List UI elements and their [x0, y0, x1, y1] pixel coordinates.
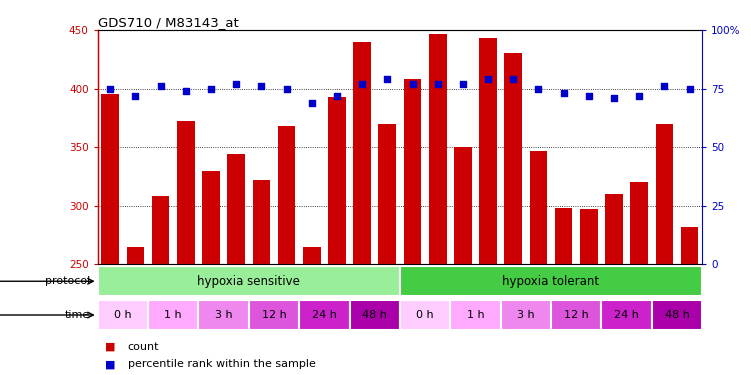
- Bar: [278, 126, 295, 264]
- Point: [281, 86, 293, 92]
- Point: [230, 81, 242, 87]
- Point: [608, 95, 620, 101]
- Point: [558, 90, 570, 96]
- Point: [683, 86, 695, 92]
- Text: percentile rank within the sample: percentile rank within the sample: [128, 359, 315, 369]
- Point: [532, 86, 544, 92]
- Bar: [429, 33, 447, 264]
- Text: count: count: [128, 342, 159, 352]
- Bar: [404, 79, 421, 264]
- Bar: [249, 300, 299, 330]
- Bar: [299, 300, 349, 330]
- Bar: [555, 208, 572, 264]
- Bar: [353, 42, 371, 264]
- Bar: [400, 300, 451, 330]
- Bar: [202, 171, 220, 264]
- Point: [583, 93, 595, 99]
- Bar: [656, 124, 673, 264]
- Bar: [605, 194, 623, 264]
- Bar: [98, 266, 400, 296]
- Point: [155, 83, 167, 89]
- Bar: [198, 300, 249, 330]
- Bar: [127, 247, 144, 264]
- Text: 48 h: 48 h: [362, 310, 388, 320]
- Point: [382, 76, 394, 82]
- Bar: [680, 227, 698, 264]
- Text: 3 h: 3 h: [215, 310, 232, 320]
- Bar: [400, 266, 702, 296]
- Bar: [303, 247, 321, 264]
- Text: ■: ■: [105, 342, 116, 352]
- Text: 3 h: 3 h: [517, 310, 535, 320]
- Bar: [379, 124, 396, 264]
- Text: 0 h: 0 h: [416, 310, 434, 320]
- Point: [659, 83, 671, 89]
- Bar: [551, 300, 602, 330]
- Bar: [529, 151, 547, 264]
- Text: 12 h: 12 h: [564, 310, 589, 320]
- Bar: [580, 209, 598, 264]
- Bar: [228, 154, 245, 264]
- Point: [179, 88, 192, 94]
- Point: [356, 81, 368, 87]
- Point: [205, 86, 217, 92]
- Text: 12 h: 12 h: [261, 310, 286, 320]
- Bar: [252, 180, 270, 264]
- Text: 24 h: 24 h: [614, 310, 639, 320]
- Point: [255, 83, 267, 89]
- Bar: [602, 300, 652, 330]
- Text: hypoxia sensitive: hypoxia sensitive: [198, 275, 300, 288]
- Point: [129, 93, 141, 99]
- Bar: [328, 97, 345, 264]
- Text: time: time: [65, 310, 90, 320]
- Point: [306, 100, 318, 106]
- Bar: [451, 300, 501, 330]
- Point: [482, 76, 494, 82]
- Text: 0 h: 0 h: [114, 310, 131, 320]
- Bar: [454, 147, 472, 264]
- Text: 1 h: 1 h: [164, 310, 182, 320]
- Point: [432, 81, 444, 87]
- Point: [633, 93, 645, 99]
- Point: [457, 81, 469, 87]
- Bar: [479, 38, 497, 264]
- Text: hypoxia tolerant: hypoxia tolerant: [502, 275, 599, 288]
- Point: [331, 93, 343, 99]
- Text: 1 h: 1 h: [466, 310, 484, 320]
- Text: 24 h: 24 h: [312, 310, 336, 320]
- Bar: [501, 300, 551, 330]
- Point: [406, 81, 418, 87]
- Bar: [98, 300, 148, 330]
- Bar: [152, 196, 170, 264]
- Bar: [101, 94, 119, 264]
- Point: [104, 86, 116, 92]
- Bar: [652, 300, 702, 330]
- Bar: [349, 300, 400, 330]
- Point: [507, 76, 519, 82]
- Text: 48 h: 48 h: [665, 310, 689, 320]
- Bar: [505, 54, 522, 264]
- Text: ■: ■: [105, 359, 116, 369]
- Text: protocol: protocol: [45, 276, 90, 286]
- Bar: [177, 122, 195, 264]
- Bar: [630, 182, 648, 264]
- Bar: [148, 300, 198, 330]
- Text: GDS710 / M83143_at: GDS710 / M83143_at: [98, 16, 238, 29]
